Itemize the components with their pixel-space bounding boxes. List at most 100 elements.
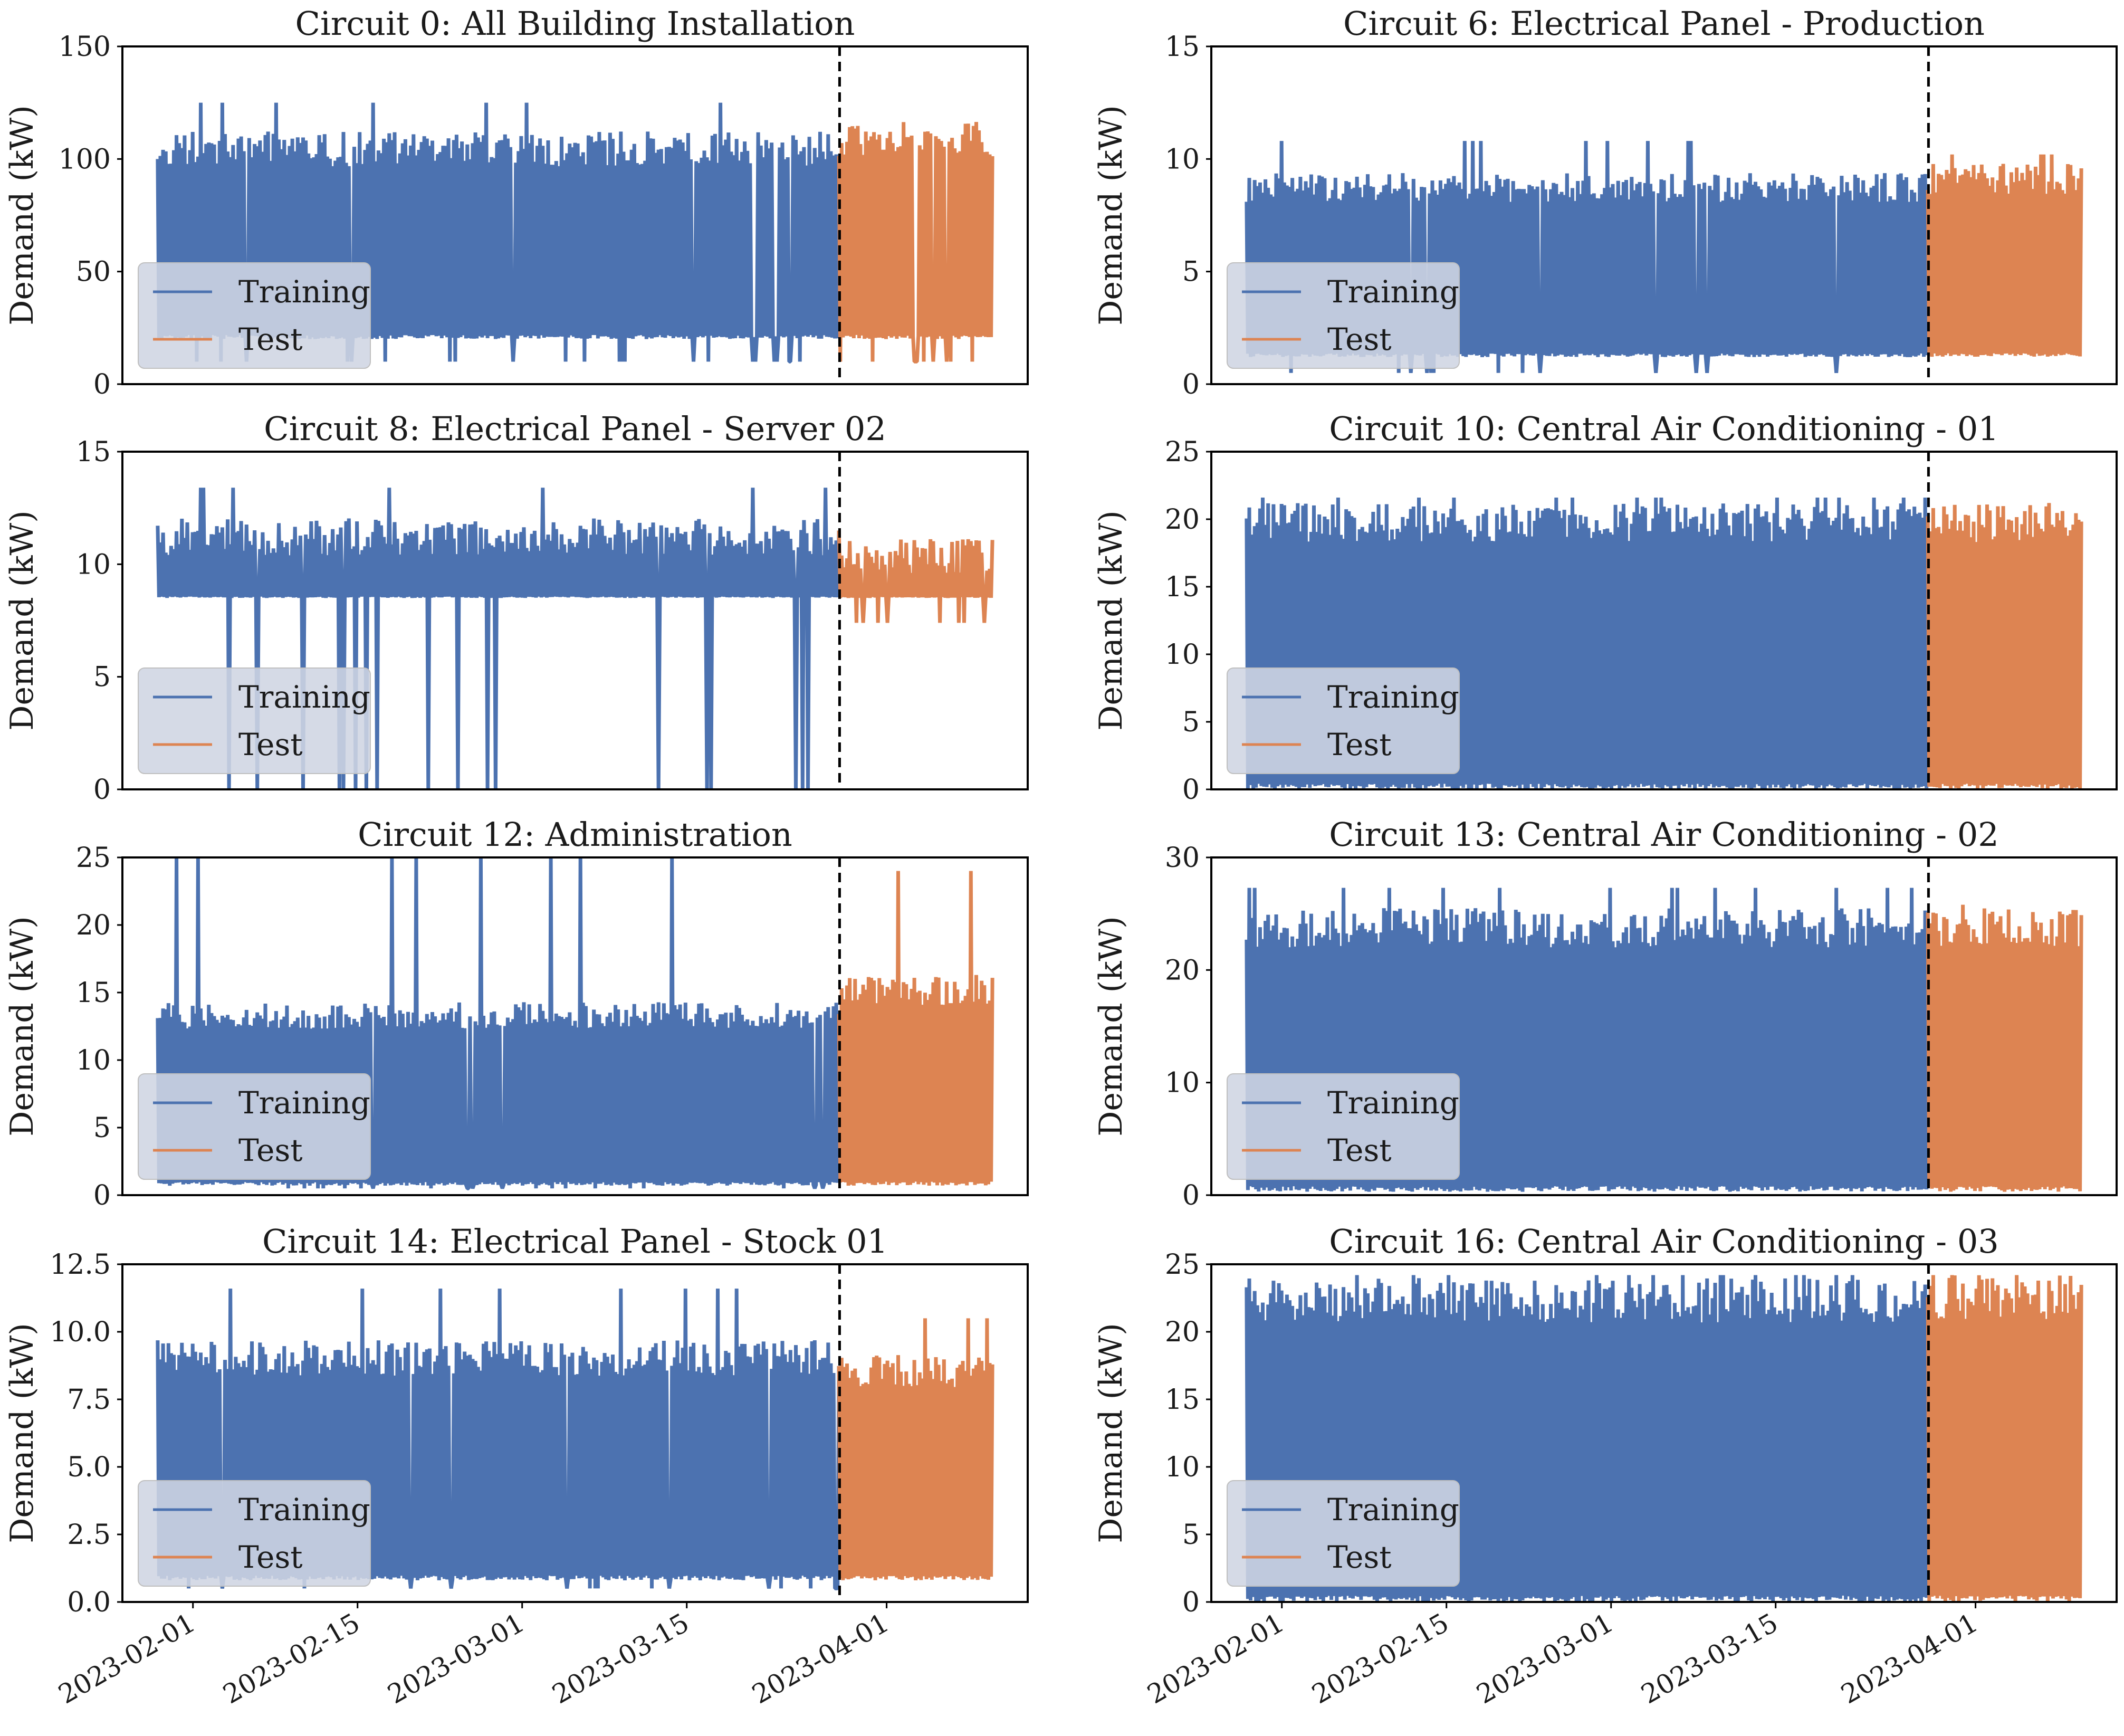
legend-training-label: Training [238, 1085, 370, 1121]
chart-title: Circuit 0: All Building Installation [295, 4, 855, 43]
y-tick-label: 25 [1165, 436, 1200, 468]
y-tick-label: 20 [1165, 1317, 1200, 1348]
training-series-line [1245, 141, 1930, 373]
chart-panel-2: 0 5 10 15 Circuit 8: Electrical Panel - Serv… [4, 409, 1029, 806]
y-tick-label: 2.5 [67, 1519, 111, 1551]
y-tick-label: 15 [1165, 1384, 1200, 1416]
x-tick-label: 2023-03-01 [1471, 1607, 1619, 1710]
y-tick-label: 10 [1165, 1452, 1200, 1483]
test-series-line [1926, 1275, 2083, 1602]
training-series-line [1245, 497, 1930, 789]
legend-box [1227, 667, 1460, 774]
axes-frame [1210, 856, 2118, 1196]
chart-title: Circuit 13: Central Air Conditioning - 0… [1329, 815, 1999, 854]
legend-training-label: Training [238, 1492, 370, 1528]
x-tick-label: 2023-04-01 [747, 1607, 894, 1710]
test-series-line [1926, 904, 2083, 1192]
y-tick-label: 10 [1165, 144, 1200, 175]
test-series-line [837, 871, 994, 1186]
y-tick-label: 0 [93, 369, 111, 400]
axes-frame [121, 45, 1029, 385]
legend-test-label: Test [238, 1132, 303, 1168]
legend-box [138, 1073, 371, 1180]
plot-area-0 [156, 102, 994, 364]
plot-area-6 [156, 1289, 994, 1590]
y-tick-label: 5 [1182, 707, 1200, 738]
chart-panel-3: 0 5 10 15 20 25 Circuit 10: Central Air Condit… [1093, 409, 2118, 806]
y-tick-label: 0 [1182, 1180, 1200, 1212]
y-tick-label: 50 [76, 256, 111, 288]
test-series-line [1926, 503, 2083, 789]
legend-test-label: Test [1327, 321, 1392, 357]
legend-box [138, 667, 371, 774]
plot-area-3 [1245, 497, 2083, 789]
legend-test-label: Test [238, 1539, 303, 1575]
y-tick-label: 0 [1182, 774, 1200, 806]
y-tick-label: 5 [93, 662, 111, 693]
test-series-line [837, 122, 994, 364]
axes-frame [121, 856, 1029, 1196]
chart-title: Circuit 8: Electrical Panel - Server 02 [264, 409, 886, 448]
legend-training-label: Training [1327, 274, 1459, 310]
chart-title: Circuit 12: Administration [358, 815, 792, 854]
y-axis-label: Demand (kW) [1093, 105, 1130, 325]
axes-frame [1210, 45, 2118, 385]
training-series-line [156, 1289, 841, 1590]
chart-panel-5: 0 10 20 30 Circuit 13: Central Air Condition… [1093, 815, 2118, 1212]
y-tick-label: 10 [1165, 1067, 1200, 1099]
y-tick-label: 5.0 [67, 1452, 111, 1483]
y-tick-label: 20 [1165, 504, 1200, 536]
training-series-line [1245, 1275, 1930, 1602]
y-tick-label: 25 [76, 842, 111, 874]
y-tick-label: 15 [76, 436, 111, 468]
y-tick-label: 15 [1165, 571, 1200, 603]
legend-box [1227, 1480, 1460, 1587]
y-axis-label: Demand (kW) [4, 105, 41, 325]
legend-test-label: Test [1327, 1539, 1392, 1575]
test-series-line [837, 1318, 994, 1581]
chart-title: Circuit 6: Electrical Panel - Production [1343, 4, 1985, 43]
y-tick-label: 15 [1165, 31, 1200, 63]
y-tick-label: 0 [1182, 1587, 1200, 1618]
y-tick-label: 10.0 [50, 1317, 111, 1348]
legend-training-label: Training [1327, 1492, 1459, 1528]
legend-training-label: Training [1327, 679, 1459, 715]
y-tick-label: 150 [59, 31, 111, 63]
chart-panel-6: 0.0 2.5 5.0 7.5 10.0 12.5 Circuit 14: Electric… [4, 1222, 1029, 1710]
y-axis-label: Demand (kW) [1093, 916, 1130, 1136]
y-tick-label: 10 [76, 549, 111, 580]
y-tick-label: 25 [1165, 1249, 1200, 1281]
y-axis-label: Demand (kW) [1093, 510, 1130, 730]
y-tick-label: 0 [93, 774, 111, 806]
y-tick-label: 15 [76, 977, 111, 1009]
chart-panel-0: 0 50 100 150 Circuit 0: All Building Install… [4, 4, 1029, 400]
y-axis-label: Demand (kW) [4, 916, 41, 1136]
axes-frame [1210, 451, 2118, 790]
legend-box [1227, 1073, 1460, 1180]
y-tick-label: 12.5 [50, 1249, 111, 1281]
legend-box [1227, 262, 1460, 369]
test-series-line [1926, 154, 2083, 357]
y-tick-label: 20 [1165, 955, 1200, 986]
x-tick-label: 2023-02-15 [1307, 1607, 1454, 1710]
legend-training-label: Training [238, 679, 370, 715]
y-tick-label: 0.0 [67, 1587, 111, 1618]
x-tick-label: 2023-03-01 [382, 1607, 530, 1710]
legend-test-label: Test [238, 321, 303, 357]
test-series-line [837, 530, 994, 623]
x-tick-label: 2023-02-01 [53, 1607, 200, 1710]
axes-frame [121, 1263, 1029, 1603]
x-tick-label: 2023-03-15 [1636, 1607, 1783, 1710]
chart-title: Circuit 14: Electrical Panel - Stock 01 [262, 1222, 888, 1261]
y-tick-label: 0 [1182, 369, 1200, 400]
y-tick-label: 5 [1182, 1519, 1200, 1551]
chart-panel-1: 0 5 10 15 Circuit 6: Electrical Panel - Prod… [1093, 4, 2118, 400]
y-tick-label: 7.5 [67, 1384, 111, 1416]
y-tick-label: 0 [93, 1180, 111, 1212]
legend-box [138, 262, 371, 369]
axes-frame [121, 451, 1029, 790]
y-tick-label: 10 [76, 1045, 111, 1076]
training-series-line [156, 102, 841, 364]
chart-title: Circuit 16: Central Air Conditioning - 0… [1329, 1222, 1999, 1261]
